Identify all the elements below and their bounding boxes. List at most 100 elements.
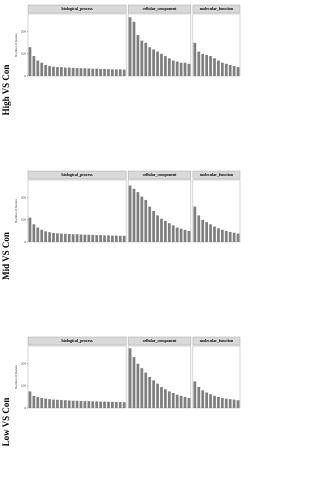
chart: High VS Con Number of Genes 0 100 200 biologi… (1, 4, 241, 447)
row-title: Low VS Con (1, 398, 11, 447)
bar (164, 220, 167, 242)
bar (167, 391, 171, 408)
bar (67, 400, 71, 408)
bar (56, 67, 59, 76)
bar (209, 56, 212, 76)
bar (220, 229, 224, 242)
bar (71, 234, 75, 242)
bar (44, 64, 48, 76)
bar (205, 222, 209, 242)
bar (56, 233, 59, 242)
bar (128, 17, 132, 77)
facet-strip (27, 4, 127, 14)
facet-label: molecular_function (200, 6, 234, 11)
bar (152, 49, 155, 76)
bar (122, 402, 126, 408)
bar (107, 401, 110, 408)
facet-label: cellular_component (143, 6, 177, 11)
bar (201, 53, 205, 76)
bar (228, 399, 232, 408)
bar (40, 229, 44, 242)
bar (220, 398, 224, 408)
row-title: Mid VS Con (1, 232, 11, 280)
bar (128, 185, 132, 242)
bar (75, 234, 79, 242)
bar (156, 51, 159, 76)
bar (232, 66, 236, 76)
bar (32, 395, 36, 408)
bar (228, 232, 232, 242)
bar (48, 66, 51, 76)
bar (148, 47, 152, 76)
bar (217, 396, 220, 408)
bar (193, 42, 197, 76)
bar (136, 192, 140, 242)
y-tick-label: 200 (21, 362, 26, 366)
bar (201, 390, 205, 408)
bar (236, 233, 240, 242)
bar (111, 235, 114, 242)
bar (128, 348, 132, 408)
bar (132, 357, 136, 408)
bar (197, 386, 201, 408)
bar (99, 401, 102, 408)
bar (136, 363, 140, 408)
bar (67, 234, 71, 242)
bar (175, 394, 179, 408)
bar (79, 68, 83, 76)
bar (236, 67, 240, 76)
facet-label: cellular_component (143, 172, 177, 177)
bar (71, 67, 75, 76)
facet-label: molecular_function (200, 338, 234, 343)
bar (171, 60, 175, 76)
facet-strip (127, 4, 192, 14)
bar (224, 230, 228, 242)
bar (164, 56, 167, 76)
facet-panel (192, 13, 241, 77)
bar (28, 217, 32, 242)
bar (32, 56, 36, 76)
bar (91, 68, 95, 76)
bar (99, 235, 102, 242)
bar (28, 391, 32, 408)
facet-panel (192, 179, 241, 243)
bar (148, 377, 152, 408)
bar (118, 235, 122, 242)
bar (122, 69, 126, 76)
bar (224, 398, 228, 408)
facet-strip (127, 336, 192, 346)
bar (217, 228, 220, 242)
bar (118, 69, 122, 76)
bar (83, 401, 87, 408)
y-axis-label: Number of Genes (14, 33, 18, 57)
bar (75, 68, 79, 76)
bar (183, 62, 187, 76)
y-tick-label: 100 (21, 52, 26, 56)
bar (91, 234, 95, 242)
bar (107, 235, 110, 242)
facet-panel (192, 345, 241, 409)
bar (132, 21, 136, 76)
facet-label: biological_process (62, 6, 93, 11)
bar (99, 68, 102, 76)
bar (36, 60, 40, 76)
bar (160, 386, 163, 408)
bar (179, 395, 183, 408)
y-axis-label: Number of Genes (14, 365, 18, 389)
bar (148, 206, 152, 242)
bar (91, 401, 95, 408)
bar (83, 234, 87, 242)
bar (175, 227, 179, 242)
bar (228, 64, 232, 76)
bar (140, 368, 144, 408)
y-axis-label: Number of Genes (14, 199, 18, 223)
bar (236, 400, 240, 408)
bar (118, 402, 122, 408)
bar (187, 63, 191, 76)
facet-strip (192, 4, 241, 14)
y-tick-label: 0 (24, 240, 26, 244)
bar (136, 35, 140, 76)
bar (59, 400, 63, 408)
bar (209, 224, 212, 242)
facet-strip (192, 336, 241, 346)
